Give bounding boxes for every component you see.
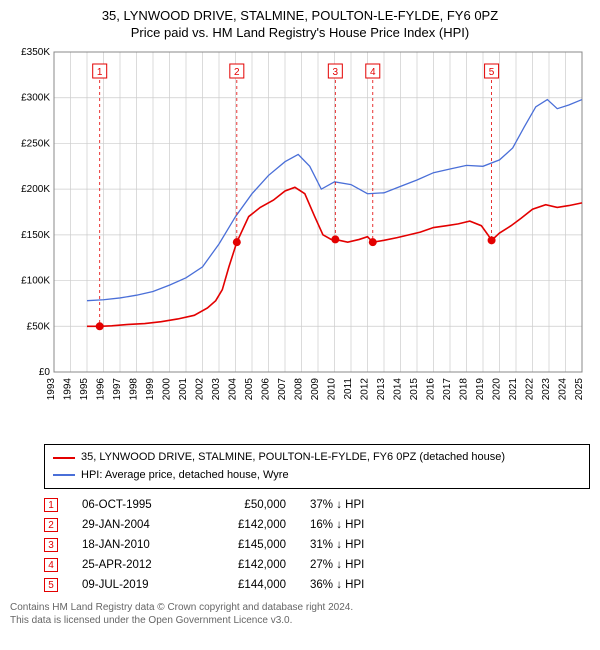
legend-item: 35, LYNWOOD DRIVE, STALMINE, POULTON-LE-…: [53, 449, 581, 467]
svg-text:5: 5: [489, 67, 495, 78]
legend: 35, LYNWOOD DRIVE, STALMINE, POULTON-LE-…: [44, 444, 590, 489]
svg-text:2024: 2024: [558, 378, 569, 401]
footnote-line2: This data is licensed under the Open Gov…: [10, 614, 590, 627]
svg-text:2012: 2012: [360, 378, 371, 401]
legend-swatch: [53, 474, 75, 476]
event-date: 09-JUL-2019: [82, 579, 192, 591]
event-diff: 16% ↓ HPI: [310, 519, 400, 531]
chart-title: 35, LYNWOOD DRIVE, STALMINE, POULTON-LE-…: [8, 8, 592, 23]
svg-text:2015: 2015: [409, 378, 420, 401]
svg-text:1997: 1997: [112, 378, 123, 401]
svg-text:1998: 1998: [129, 378, 140, 401]
legend-label: 35, LYNWOOD DRIVE, STALMINE, POULTON-LE-…: [81, 449, 505, 467]
svg-text:1995: 1995: [79, 378, 90, 401]
svg-text:2010: 2010: [327, 378, 338, 401]
svg-text:1999: 1999: [145, 378, 156, 401]
svg-text:£100K: £100K: [21, 276, 50, 287]
event-date: 06-OCT-1995: [82, 499, 192, 511]
svg-text:£0: £0: [39, 367, 51, 378]
svg-text:£350K: £350K: [21, 47, 50, 58]
svg-text:£50K: £50K: [27, 321, 51, 332]
event-row: 4 25-APR-2012 £142,000 27% ↓ HPI: [44, 555, 592, 575]
event-price: £50,000: [216, 499, 286, 511]
svg-text:2019: 2019: [475, 378, 486, 401]
svg-text:1996: 1996: [96, 378, 107, 401]
event-diff: 27% ↓ HPI: [310, 559, 400, 571]
chart-subtitle: Price paid vs. HM Land Registry's House …: [8, 25, 592, 40]
svg-text:2000: 2000: [162, 378, 173, 401]
footnote-line1: Contains HM Land Registry data © Crown c…: [10, 601, 590, 614]
svg-text:2005: 2005: [244, 378, 255, 401]
event-diff: 36% ↓ HPI: [310, 579, 400, 591]
svg-text:2: 2: [234, 67, 240, 78]
event-date: 29-JAN-2004: [82, 519, 192, 531]
event-row: 3 18-JAN-2010 £145,000 31% ↓ HPI: [44, 535, 592, 555]
svg-text:2025: 2025: [574, 378, 585, 401]
svg-text:£250K: £250K: [21, 138, 50, 149]
svg-text:2011: 2011: [343, 378, 354, 400]
svg-text:2002: 2002: [195, 378, 206, 401]
svg-text:2023: 2023: [541, 378, 552, 401]
event-marker: 1: [44, 498, 58, 512]
svg-text:2018: 2018: [459, 378, 470, 401]
svg-text:4: 4: [370, 67, 376, 78]
svg-text:2008: 2008: [294, 378, 305, 401]
event-marker: 3: [44, 538, 58, 552]
svg-text:2021: 2021: [508, 378, 519, 401]
event-price: £145,000: [216, 539, 286, 551]
svg-text:2013: 2013: [376, 378, 387, 401]
event-price: £144,000: [216, 579, 286, 591]
legend-item: HPI: Average price, detached house, Wyre: [53, 467, 581, 485]
svg-text:2009: 2009: [310, 378, 321, 401]
svg-text:2020: 2020: [492, 378, 503, 401]
event-diff: 37% ↓ HPI: [310, 499, 400, 511]
svg-text:2017: 2017: [442, 378, 453, 401]
svg-text:2007: 2007: [277, 378, 288, 401]
svg-text:£200K: £200K: [21, 184, 50, 195]
event-marker: 2: [44, 518, 58, 532]
svg-text:1: 1: [97, 67, 103, 78]
chart-svg: £0 £50K £100K £150K £200K £250K £300K £350K 1993…: [8, 46, 592, 436]
legend-label: HPI: Average price, detached house, Wyre: [81, 467, 289, 485]
event-date: 25-APR-2012: [82, 559, 192, 571]
event-price: £142,000: [216, 559, 286, 571]
event-row: 2 29-JAN-2004 £142,000 16% ↓ HPI: [44, 515, 592, 535]
svg-text:3: 3: [333, 67, 339, 78]
svg-text:2014: 2014: [393, 378, 404, 401]
event-diff: 31% ↓ HPI: [310, 539, 400, 551]
legend-swatch: [53, 457, 75, 459]
svg-text:2004: 2004: [228, 378, 239, 401]
footnote: Contains HM Land Registry data © Crown c…: [10, 601, 590, 627]
svg-text:2016: 2016: [426, 378, 437, 401]
svg-text:2001: 2001: [178, 378, 189, 401]
event-marker: 5: [44, 578, 58, 592]
event-date: 18-JAN-2010: [82, 539, 192, 551]
svg-text:£300K: £300K: [21, 93, 50, 104]
event-price: £142,000: [216, 519, 286, 531]
svg-text:2022: 2022: [525, 378, 536, 401]
event-marker: 4: [44, 558, 58, 572]
svg-text:1994: 1994: [63, 378, 74, 401]
svg-text:1993: 1993: [46, 378, 57, 401]
svg-text:2006: 2006: [261, 378, 272, 401]
chart-area: £0 £50K £100K £150K £200K £250K £300K £350K 1993…: [8, 46, 592, 436]
svg-text:£150K: £150K: [21, 230, 50, 241]
event-row: 5 09-JUL-2019 £144,000 36% ↓ HPI: [44, 575, 592, 595]
events-table: 1 06-OCT-1995 £50,000 37% ↓ HPI 2 29-JAN-2004…: [44, 495, 592, 595]
svg-text:2003: 2003: [211, 378, 222, 401]
event-row: 1 06-OCT-1995 £50,000 37% ↓ HPI: [44, 495, 592, 515]
